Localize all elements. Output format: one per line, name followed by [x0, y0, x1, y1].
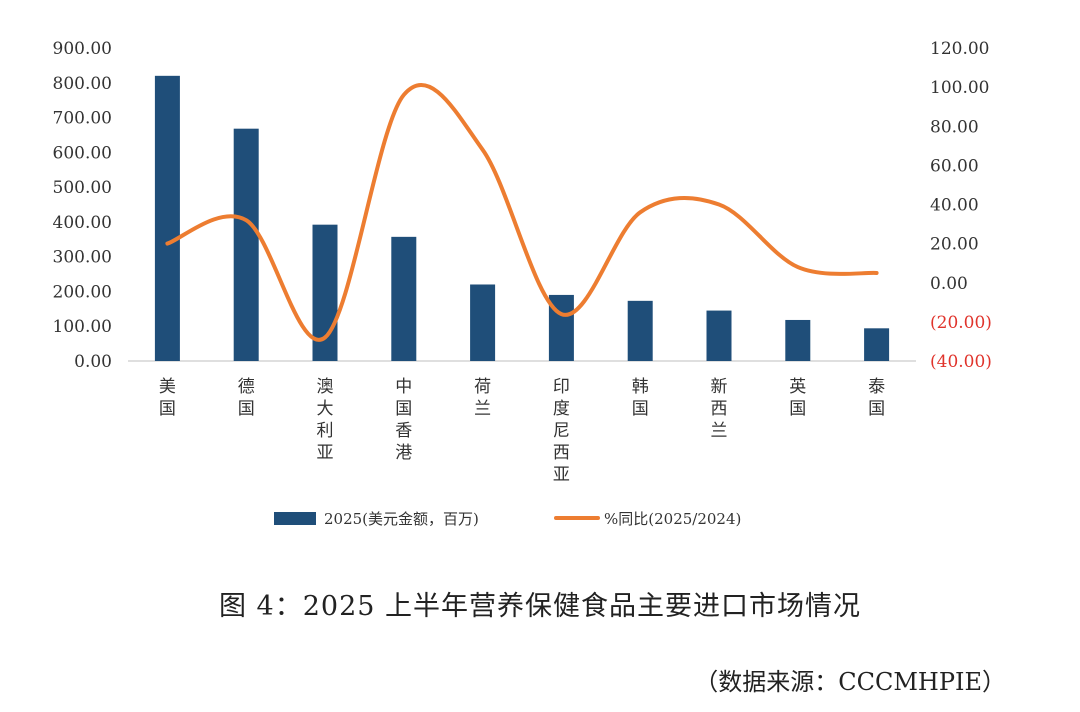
right-tick-label: 40.00: [930, 196, 979, 216]
left-tick-label: 300.00: [53, 248, 112, 268]
right-tick-label: 80.00: [930, 117, 979, 137]
right-tick-label: 120.00: [930, 39, 989, 59]
figure-caption: 图 4：2025 上半年营养保健食品主要进口市场情况: [218, 591, 862, 622]
category-label: 英国: [789, 377, 806, 419]
bar: [470, 284, 496, 361]
svg-text:国: 国: [789, 399, 806, 419]
right-tick-label: (20.00): [930, 313, 992, 333]
svg-text:中: 中: [395, 377, 412, 397]
category-label: 新西兰: [711, 377, 728, 441]
svg-text:荷: 荷: [474, 377, 491, 397]
legend-bar-label: 2025(美元金额，百万): [324, 510, 479, 528]
right-axis-ticks: 120.00 100.00 80.00 60.00 40.00 20.00 0.00 (20.…: [930, 39, 992, 372]
svg-text:国: 国: [868, 399, 885, 419]
svg-text:国: 国: [632, 399, 649, 419]
svg-text:亚: 亚: [553, 465, 570, 485]
svg-text:尼: 尼: [553, 421, 570, 441]
bar: [785, 319, 811, 361]
legend-bar-swatch: [274, 512, 316, 525]
bar: [154, 75, 180, 362]
svg-text:印: 印: [553, 377, 570, 397]
right-tick-label: 100.00: [930, 78, 989, 98]
legend-line-label: %同比(2025/2024): [604, 510, 741, 528]
bar: [233, 128, 259, 361]
bar: [627, 300, 653, 361]
svg-text:泰: 泰: [868, 377, 885, 397]
left-tick-label: 500.00: [53, 178, 112, 198]
right-tick-label: 0.00: [930, 274, 968, 294]
svg-text:美: 美: [159, 377, 176, 397]
yoy-line: [165, 83, 879, 342]
svg-text:大: 大: [317, 399, 334, 419]
left-tick-label: 200.00: [53, 282, 112, 302]
svg-text:国: 国: [395, 399, 412, 419]
category-label: 美国: [159, 377, 176, 419]
bar: [864, 328, 890, 361]
svg-text:新: 新: [711, 377, 728, 397]
left-tick-label: 400.00: [53, 213, 112, 233]
left-tick-label: 800.00: [53, 74, 112, 94]
svg-text:西: 西: [553, 443, 570, 463]
right-tick-label: 20.00: [930, 235, 979, 255]
bar: [706, 310, 732, 361]
svg-text:韩: 韩: [632, 377, 649, 397]
svg-text:香: 香: [395, 421, 412, 441]
right-tick-label: (40.00): [930, 352, 992, 372]
category-label: 韩国: [632, 377, 649, 419]
svg-text:亚: 亚: [317, 443, 334, 463]
left-axis-ticks: 900.00 800.00 700.00 600.00 500.00 400.00 300.…: [53, 39, 112, 372]
category-label: 泰国: [868, 377, 885, 419]
svg-text:港: 港: [395, 443, 412, 463]
left-tick-label: 700.00: [53, 109, 112, 129]
svg-text:利: 利: [317, 421, 334, 441]
svg-text:德: 德: [238, 377, 255, 397]
bar: [391, 236, 417, 361]
chart: 900.00 800.00 700.00 600.00 500.00 400.00 300.…: [53, 39, 992, 528]
svg-text:国: 国: [159, 399, 176, 419]
data-source: （数据来源：CCCMHPIE）: [694, 668, 1006, 696]
left-tick-label: 100.00: [53, 317, 112, 337]
legend: 2025(美元金额，百万) %同比(2025/2024): [274, 510, 741, 528]
svg-text:度: 度: [553, 399, 570, 419]
left-tick-label: 600.00: [53, 143, 112, 163]
svg-text:兰: 兰: [474, 399, 491, 419]
svg-text:澳: 澳: [317, 377, 334, 397]
svg-text:兰: 兰: [711, 421, 728, 441]
svg-text:国: 国: [238, 399, 255, 419]
svg-text:西: 西: [711, 399, 728, 419]
bar-series: [154, 75, 890, 362]
svg-text:英: 英: [789, 377, 806, 397]
left-tick-label: 900.00: [53, 39, 112, 59]
left-tick-label: 0.00: [74, 352, 112, 372]
right-tick-label: 60.00: [930, 156, 979, 176]
category-label: 荷兰: [474, 377, 491, 419]
category-label: 德国: [238, 377, 255, 419]
